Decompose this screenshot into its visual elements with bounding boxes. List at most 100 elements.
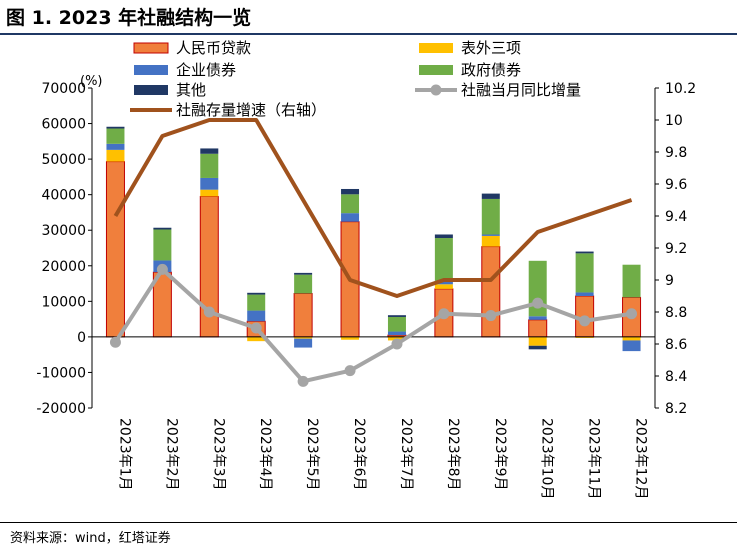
tsf-structure-chart: 70000 60000 50000 40000 30000 20000 10000 0 -100… [36,39,696,499]
bar-4-month-4 [247,294,266,311]
bar-3-month-4 [247,310,266,322]
tsf-yoy-point-6 [344,365,356,377]
legend-label-1: 人民币贷款 [176,39,251,57]
bar-2-month-5 [294,336,313,339]
legend-swatch-1 [133,42,169,54]
bar-5-month-2 [153,227,172,230]
bar-5-month-3 [200,148,219,154]
bar-3-month-5 [294,338,313,348]
bar-1-month-10 [528,319,548,338]
bar-4-month-2 [153,229,172,261]
bar-4-month-12 [622,264,641,298]
legend-swatch-5 [134,85,168,95]
bar-5-month-6 [341,188,360,195]
tsf-yoy-point-5 [297,375,309,387]
bar-1-month-5 [293,293,313,338]
right-tick-label-4: 9.4 [665,209,687,225]
bar-2-month-4 [247,336,266,342]
bar-3-month-10 [528,316,547,320]
category-label-1: 2023年1月 [116,418,132,491]
bar-2-month-11 [575,336,594,338]
bar-2-month-12 [622,336,641,341]
bar-4-month-7 [387,316,406,332]
axes-layer: 70000 60000 50000 40000 30000 20000 10000 0 -100… [36,74,696,499]
footer-divider [0,522,737,523]
bar-4-month-8 [434,238,453,281]
right-tick-label-5: 9.2 [665,241,687,257]
bar-5-month-5 [294,272,313,275]
right-tick-label-8: 8.6 [665,337,687,353]
bar-4-month-1 [106,128,125,144]
category-label-9: 2023年9月 [492,418,508,491]
bar-layer [105,126,642,352]
legend-label-7: 社融存量增速（右轴） [176,101,326,119]
legend-swatch-2 [419,43,453,53]
tsf-yoy-point-2 [156,263,168,275]
tsf-yoy-point-10 [532,297,544,309]
left-tick-label-0: 70000 [41,81,86,97]
line-layer [109,118,638,387]
right-tick-label-6: 9 [665,273,674,289]
right-tick-label-7: 8.8 [665,305,687,321]
tsf-yoy-point-4 [250,322,262,334]
tsf-yoy-point-12 [626,308,638,320]
left-tick-label-4: 30000 [41,223,86,239]
right-tick-label-2: 9.8 [665,145,687,161]
bar-5-month-11 [575,251,594,254]
legend-label-4: 政府债券 [461,61,521,79]
bar-3-month-3 [200,177,219,190]
bar-3-month-7 [387,331,406,336]
category-label-11: 2023年11月 [586,418,602,499]
left-tick-label-6: 10000 [41,294,86,310]
bar-1-month-1 [105,161,125,338]
category-label-12: 2023年12月 [633,418,649,499]
legend-label-2: 表外三项 [461,39,521,57]
right-tick-label-10: 8.2 [665,401,687,417]
legend-swatch-marker-6 [430,84,442,96]
bar-4-month-9 [481,198,500,235]
bar-1-month-9 [481,246,501,338]
bar-2-month-9 [481,235,500,247]
right-tick-label-9: 8.4 [665,369,687,385]
left-tick-label-3: 40000 [41,188,86,204]
bar-3-month-6 [341,213,360,222]
tsf-yoy-point-3 [203,306,215,318]
figure-title: 图 1. 2023 年社融结构一览 [6,5,726,31]
title-divider [0,33,737,35]
legend-label-6: 社融当月同比增量 [461,81,581,99]
left-tick-label-8: -10000 [36,365,86,381]
tsf-yoy-line [113,267,632,384]
bar-4-month-5 [294,274,313,294]
tsf-yoy-point-9 [485,310,497,322]
category-label-5: 2023年5月 [304,418,320,491]
bar-4-month-6 [341,194,360,214]
bar-3-month-1 [106,143,125,150]
tsf-yoy-point-8 [438,308,450,320]
tsf-yoy-point-7 [391,338,403,350]
bar-2-month-3 [200,189,219,197]
bar-2-month-10 [528,336,547,346]
category-label-4: 2023年4月 [257,418,273,491]
bar-4-month-11 [575,253,594,293]
category-label-10: 2023年10月 [539,418,555,499]
bar-3-month-12 [622,340,641,352]
bar-3-month-11 [575,292,594,296]
bar-5-month-9 [481,193,500,199]
bar-5-month-4 [247,292,266,295]
left-tick-label-7: 0 [77,330,86,346]
tsf-yoy-point-1 [109,336,121,348]
bar-2-month-6 [341,336,360,340]
bar-5-month-10 [528,345,547,350]
left-tick-label-2: 50000 [41,152,86,168]
bar-5-month-8 [434,234,453,239]
legend-label-3: 企业债券 [176,61,236,79]
bar-2-month-1 [106,149,125,162]
category-label-7: 2023年7月 [398,418,414,491]
legend-swatch-3 [134,65,168,75]
unit-label: (%) [80,74,103,89]
category-label-2: 2023年2月 [163,418,179,491]
legend-label-5: 其他 [176,81,206,99]
bar-5-month-7 [387,315,406,317]
left-tick-label-9: -20000 [36,401,86,417]
